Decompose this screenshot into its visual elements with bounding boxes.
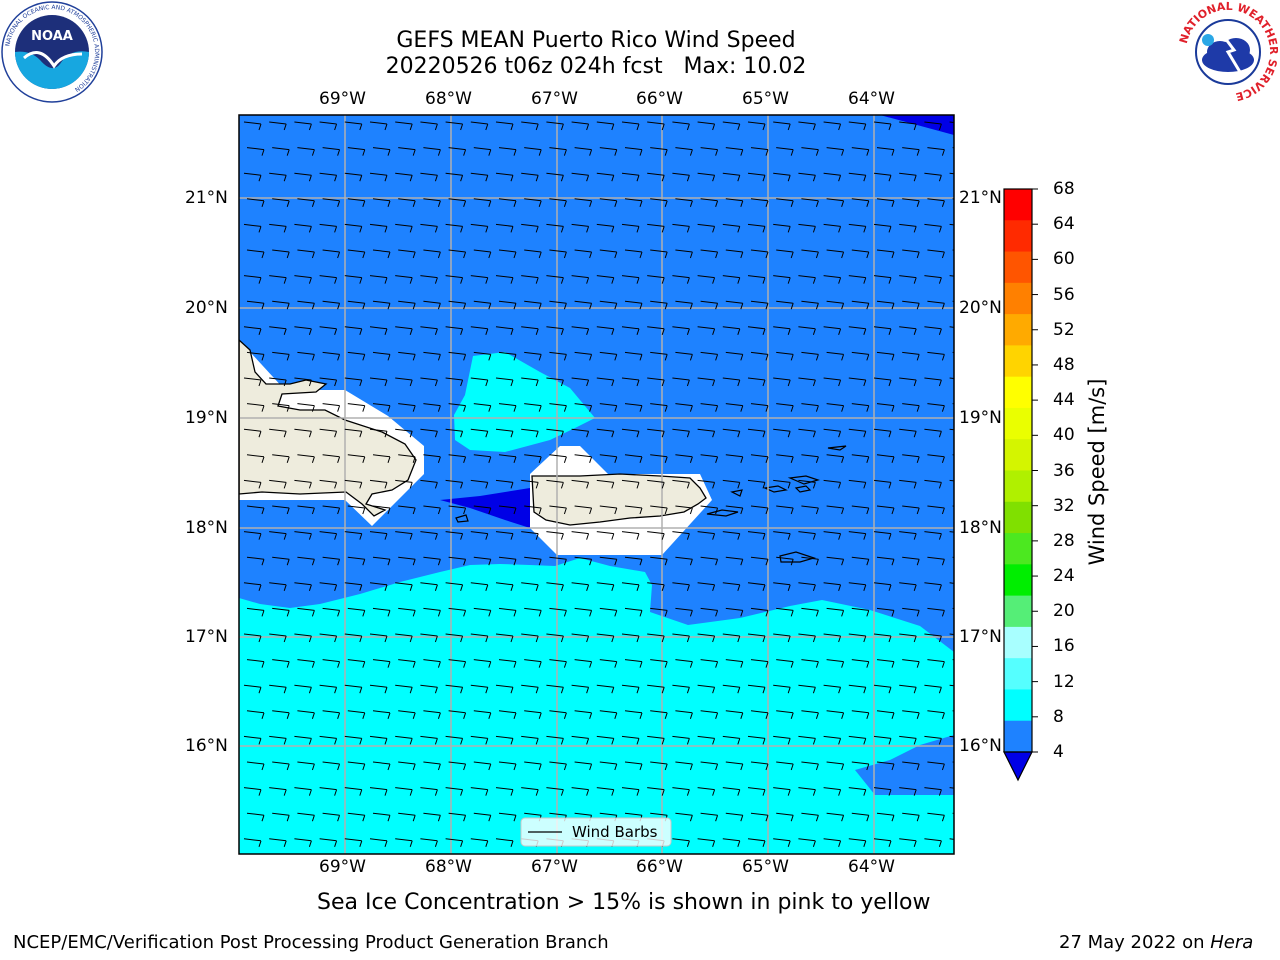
wind-barb-field	[243, 121, 954, 847]
colorbar-extend-arrow	[1003, 751, 1033, 782]
st-croix-island	[779, 551, 817, 563]
colorbar-segment	[1004, 407, 1032, 440]
colorbar-tick-label: 28	[1053, 530, 1075, 551]
lat-label-right: 17°N	[959, 627, 1002, 647]
lon-label-bottom: 65°W	[742, 857, 789, 877]
colorbar-segment	[1004, 345, 1032, 378]
colorbar-tick-label: 44	[1053, 390, 1075, 411]
lat-label-right: 19°N	[959, 408, 1002, 428]
colorbar-segment	[1004, 626, 1032, 659]
colorbar-segment	[1004, 376, 1032, 409]
mona-island	[455, 514, 469, 523]
footer-host: Hera	[1210, 932, 1254, 953]
colorbar-tick-label: 56	[1053, 284, 1075, 305]
lon-label-top: 64°W	[848, 89, 895, 109]
colorbar-tick-label: 48	[1053, 354, 1075, 375]
wind-band-8-12-north	[454, 352, 595, 452]
virgin-islands-1	[762, 485, 788, 493]
colorbar-segment	[1004, 220, 1032, 253]
lat-lon-grid	[239, 115, 954, 854]
colorbar-segment	[1004, 501, 1032, 534]
colorbar-tick-label: 32	[1053, 495, 1075, 516]
wind-barbs	[243, 121, 954, 847]
lon-label-bottom: 68°W	[425, 857, 472, 877]
footer-branch: NCEP/EMC/Verification Post Processing Pr…	[13, 932, 609, 953]
colorbar-segment	[1004, 595, 1032, 628]
lat-label-right: 20°N	[959, 298, 1002, 318]
noaa-logo-text: NOAA	[31, 29, 73, 44]
colorbar-tick-label: 36	[1053, 460, 1075, 481]
lon-label-top: 68°W	[425, 89, 472, 109]
colorbar	[1003, 188, 1038, 782]
wind-band-8-12-south	[239, 558, 954, 854]
colorbar-tick-label: 64	[1053, 214, 1075, 235]
wind-band-0-4-northeast	[880, 115, 954, 135]
footer-date-text: 27 May 2022 on	[1059, 932, 1211, 953]
colorbar-tick-label: 52	[1053, 319, 1075, 340]
nws-logo: NATIONAL WEATHER SERVICE	[1177, 0, 1280, 103]
lat-label-left: 21°N	[185, 188, 228, 208]
culebra-island	[730, 489, 743, 497]
virgin-islands-4	[827, 445, 847, 451]
colorbar-segment	[1004, 470, 1032, 503]
chart-subtitle: 20220526 t06z 024h fcst Max: 10.02	[385, 54, 807, 79]
lat-label-left: 20°N	[185, 298, 228, 318]
legend-label: Wind Barbs	[572, 823, 658, 841]
colorbar-segment	[1004, 439, 1032, 471]
lon-label-top: 69°W	[319, 89, 366, 109]
noaa-logo: NATIONAL OCEANIC AND ATMOSPHERIC ADMINIS…	[1, 1, 103, 103]
lat-label-left: 17°N	[185, 627, 228, 647]
lat-label-right: 21°N	[959, 188, 1002, 208]
lat-label-right: 16°N	[959, 736, 1002, 756]
colorbar-tick-label: 12	[1053, 671, 1075, 692]
virgin-islands-3	[794, 485, 812, 493]
lat-label-left: 16°N	[185, 736, 228, 756]
lon-label-bottom: 64°W	[848, 857, 895, 877]
sea-ice-caption: Sea Ice Concentration > 15% is shown in …	[317, 890, 931, 915]
colorbar-tick-label: 4	[1053, 742, 1064, 762]
footer-date: 27 May 2022 on Hera	[1059, 932, 1253, 953]
lon-label-top: 67°W	[531, 89, 578, 109]
colorbar-segment	[1004, 689, 1032, 722]
colorbar-segment	[1004, 282, 1032, 315]
colorbar-tick-label: 24	[1053, 566, 1075, 587]
colorbar-tick-label: 68	[1053, 179, 1075, 199]
colorbar-segment	[1004, 564, 1032, 597]
wind-barb-legend: Wind Barbs	[520, 817, 672, 847]
lon-label-bottom: 67°W	[531, 857, 578, 877]
map-frame	[238, 114, 955, 855]
chart-title: GEFS MEAN Puerto Rico Wind Speed	[396, 28, 796, 53]
virgin-islands-2	[787, 475, 821, 485]
colorbar-segment	[1004, 720, 1032, 753]
wind-band-0-4-mona	[440, 488, 530, 528]
colorbar-segment	[1004, 533, 1032, 565]
lon-label-top: 66°W	[636, 89, 683, 109]
lat-label-left: 18°N	[185, 518, 228, 538]
lon-label-bottom: 69°W	[319, 857, 366, 877]
colorbar-tick-label: 8	[1053, 706, 1064, 727]
colorbar-tick-label: 16	[1053, 636, 1075, 657]
colorbar-tick-label: 40	[1053, 425, 1075, 446]
colorbar-segment	[1004, 314, 1032, 346]
lat-label-right: 18°N	[959, 518, 1002, 538]
colorbar-segment	[1004, 189, 1032, 221]
lat-label-left: 19°N	[185, 408, 228, 428]
lon-label-bottom: 66°W	[636, 857, 683, 877]
colorbar-title: Wind Speed [m/s]	[1085, 378, 1109, 566]
colorbar-segment	[1004, 658, 1032, 690]
colorbar-segment	[1004, 251, 1032, 284]
colorbar-tick-label: 60	[1053, 249, 1075, 270]
hispaniola-land	[239, 339, 417, 517]
lon-label-top: 65°W	[742, 89, 789, 109]
colorbar-tick-label: 20	[1053, 601, 1075, 622]
